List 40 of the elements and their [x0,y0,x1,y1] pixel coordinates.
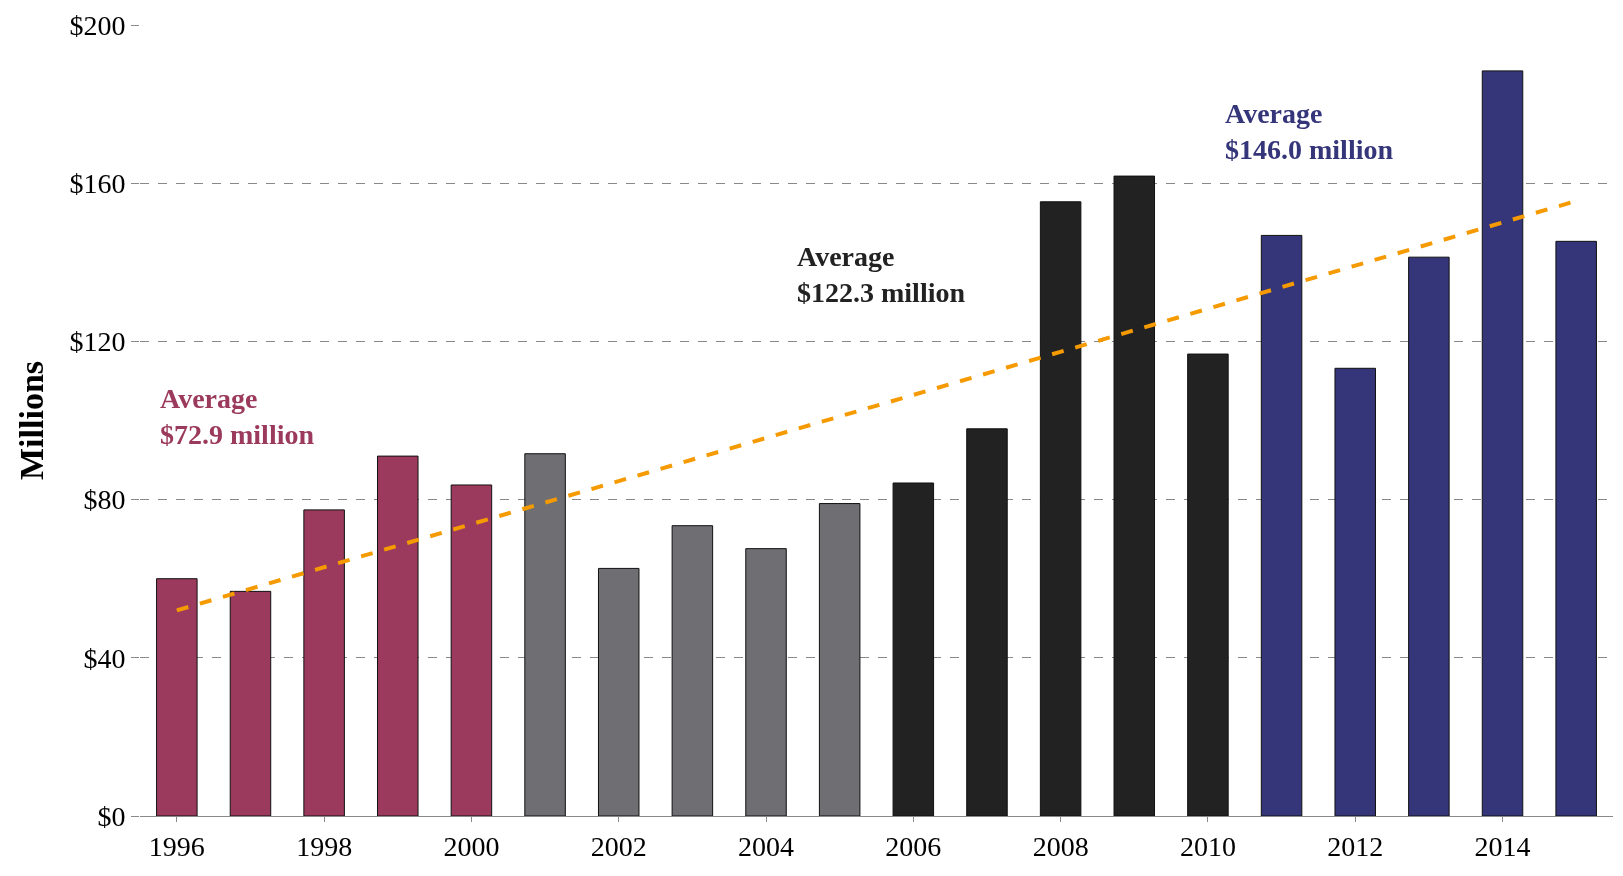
annotation: Average $146.0 million [1225,98,1394,166]
x-tick-label: 1996 [148,830,205,862]
y-tick-label: $0 [97,800,126,832]
annotation: Average $72.9 million [160,383,315,451]
y-tick-label: $160 [69,168,126,199]
bar [1481,70,1524,816]
x-tick-label: 2000 [443,830,500,862]
y-tick-label: $200 [69,9,126,41]
bar [597,567,640,816]
x-tick-label: 2006 [885,830,942,862]
bar [156,578,198,816]
x-tick-label: 1998 [296,830,353,862]
bar [450,484,493,816]
x-tick-label: 2012 [1327,830,1384,862]
bar [1039,201,1082,816]
bar [745,548,787,816]
bar [1187,353,1229,816]
bar [1555,240,1597,816]
x-tick-label: 2002 [590,830,647,862]
x-tick-label: 2008 [1032,830,1089,862]
bar [892,482,935,816]
annotation: Average $122.3 million [797,241,966,309]
bar [524,453,566,816]
bar [818,503,861,816]
x-tick-label: 2010 [1179,830,1236,862]
y-tick-label: $120 [69,326,126,358]
y-axis-title: Millions [13,360,50,481]
bar [1113,175,1156,816]
x-tick-label: 2014 [1474,830,1531,862]
bar [671,525,714,816]
bar [1334,367,1376,816]
y-tick-label: $80 [83,484,126,516]
bar [1408,256,1450,816]
y-tick-label: $40 [83,642,126,674]
bar [229,590,272,816]
x-tick-label: 2004 [738,830,795,862]
bar [966,428,1008,816]
bar [377,455,419,816]
bar [303,509,345,816]
bar [1260,234,1303,816]
